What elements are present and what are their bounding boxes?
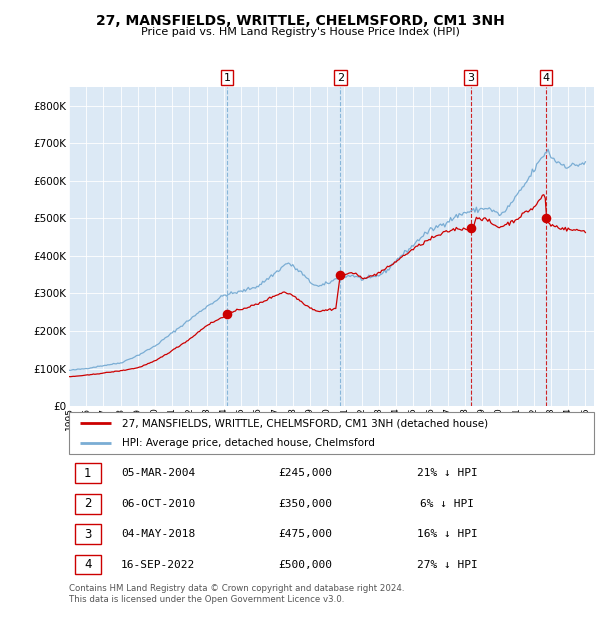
Point [466,223,476,232]
Point [335,270,345,280]
Text: This data is licensed under the Open Government Licence v3.0.: This data is licensed under the Open Gov… [69,595,344,604]
Text: 1: 1 [84,467,92,480]
Text: 06-OCT-2010: 06-OCT-2010 [121,498,196,509]
Text: £350,000: £350,000 [278,498,332,509]
Text: 3: 3 [84,528,92,541]
Text: HPI: Average price, detached house, Chelmsford: HPI: Average price, detached house, Chel… [121,438,374,448]
Text: 27, MANSFIELDS, WRITTLE, CHELMSFORD, CM1 3NH: 27, MANSFIELDS, WRITTLE, CHELMSFORD, CM1… [95,14,505,28]
Text: 3: 3 [467,73,474,82]
Text: 4: 4 [84,558,92,571]
Text: Price paid vs. HM Land Registry's House Price Index (HPI): Price paid vs. HM Land Registry's House … [140,27,460,37]
Text: 6% ↓ HPI: 6% ↓ HPI [420,498,474,509]
Text: 21% ↓ HPI: 21% ↓ HPI [416,468,478,479]
Text: 05-MAR-2004: 05-MAR-2004 [121,468,196,479]
Text: Contains HM Land Registry data © Crown copyright and database right 2024.: Contains HM Land Registry data © Crown c… [69,584,404,593]
Text: 16-SEP-2022: 16-SEP-2022 [121,559,196,570]
Bar [76,555,101,574]
Text: £475,000: £475,000 [278,529,332,539]
Point [222,309,232,319]
Text: £245,000: £245,000 [278,468,332,479]
Text: 4: 4 [542,73,550,82]
Text: 27, MANSFIELDS, WRITTLE, CHELMSFORD, CM1 3NH (detached house): 27, MANSFIELDS, WRITTLE, CHELMSFORD, CM1… [121,418,488,428]
Text: 2: 2 [337,73,344,82]
Bar [76,494,101,513]
Bar [76,464,101,483]
Text: 16% ↓ HPI: 16% ↓ HPI [416,529,478,539]
Text: 1: 1 [224,73,230,82]
Text: 2: 2 [84,497,92,510]
Bar [76,525,101,544]
Text: 04-MAY-2018: 04-MAY-2018 [121,529,196,539]
Text: £500,000: £500,000 [278,559,332,570]
Point [541,213,551,223]
Text: 27% ↓ HPI: 27% ↓ HPI [416,559,478,570]
